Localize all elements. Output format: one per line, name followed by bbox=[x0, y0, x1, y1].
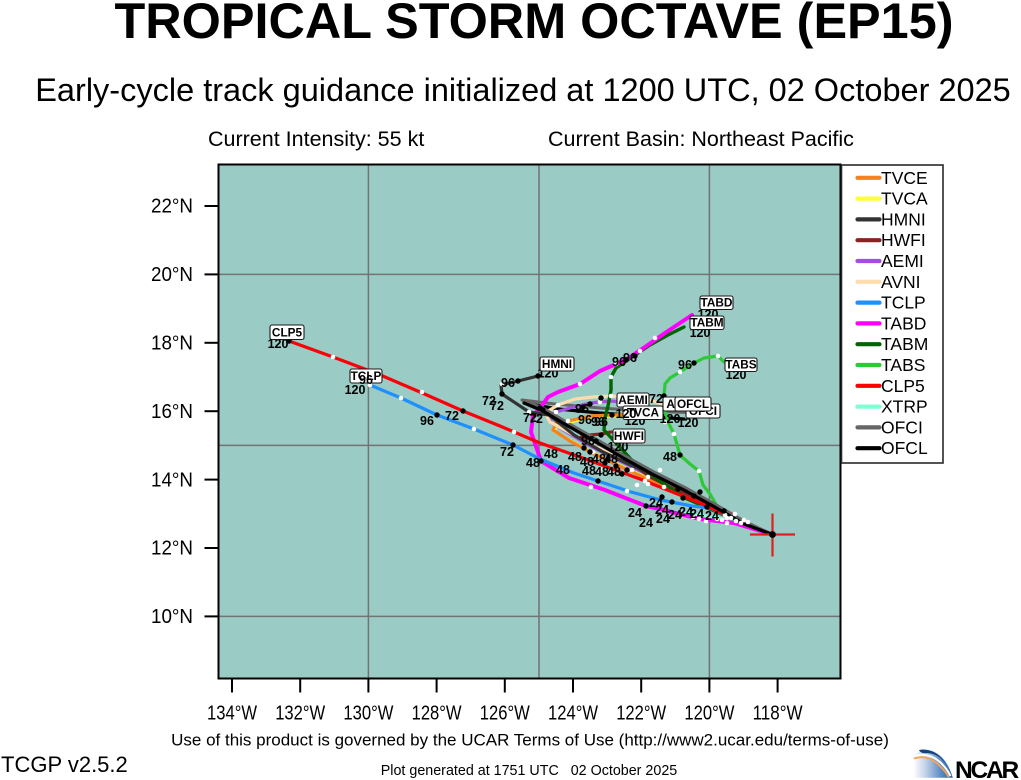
svg-text:24: 24 bbox=[668, 508, 682, 522]
svg-text:96: 96 bbox=[623, 351, 637, 365]
svg-text:TABS: TABS bbox=[881, 355, 925, 375]
svg-text:118°W: 118°W bbox=[753, 702, 804, 725]
svg-text:126°W: 126°W bbox=[480, 702, 531, 725]
svg-text:TCLP: TCLP bbox=[881, 293, 926, 313]
svg-text:24: 24 bbox=[628, 506, 642, 520]
svg-text:72: 72 bbox=[523, 411, 537, 425]
svg-text:96: 96 bbox=[420, 414, 434, 428]
svg-text:48: 48 bbox=[582, 464, 596, 478]
svg-text:72: 72 bbox=[482, 394, 496, 408]
svg-text:128°W: 128°W bbox=[412, 702, 463, 725]
svg-text:TVCE: TVCE bbox=[881, 168, 928, 188]
svg-text:120: 120 bbox=[616, 407, 637, 421]
svg-text:96: 96 bbox=[678, 358, 692, 372]
svg-text:AEMI: AEMI bbox=[618, 393, 648, 407]
svg-text:XTRP: XTRP bbox=[881, 397, 928, 417]
svg-text:72: 72 bbox=[490, 399, 504, 413]
svg-text:48: 48 bbox=[663, 450, 677, 464]
svg-text:Use of this product is governe: Use of this product is governed by the U… bbox=[171, 731, 889, 750]
svg-text:24: 24 bbox=[679, 505, 693, 519]
svg-text:CLP5: CLP5 bbox=[881, 376, 925, 396]
svg-text:96: 96 bbox=[612, 355, 626, 369]
svg-text:48: 48 bbox=[592, 452, 606, 466]
svg-text:HWFI: HWFI bbox=[614, 429, 644, 443]
svg-text:22°N: 22°N bbox=[151, 196, 193, 218]
svg-text:14°N: 14°N bbox=[151, 469, 193, 491]
svg-text:132°W: 132°W bbox=[275, 702, 326, 725]
svg-text:18°N: 18°N bbox=[151, 333, 193, 355]
svg-text:120°W: 120°W bbox=[684, 702, 735, 725]
svg-text:OFCI: OFCI bbox=[881, 417, 923, 437]
svg-text:Current Intensity: 55 kt: Current Intensity: 55 kt bbox=[208, 127, 424, 151]
svg-text:96: 96 bbox=[594, 415, 608, 429]
svg-text:130°W: 130°W bbox=[343, 702, 394, 725]
svg-text:24: 24 bbox=[639, 516, 653, 530]
svg-text:CLP5: CLP5 bbox=[272, 326, 303, 340]
svg-text:Early-cycle track guidance ini: Early-cycle track guidance initialized a… bbox=[35, 72, 1011, 108]
svg-text:72: 72 bbox=[445, 409, 459, 423]
svg-text:120: 120 bbox=[678, 416, 699, 430]
svg-text:96: 96 bbox=[501, 376, 515, 390]
svg-text:TVCA: TVCA bbox=[627, 406, 660, 420]
svg-text:48: 48 bbox=[580, 455, 594, 469]
svg-text:TABS: TABS bbox=[725, 358, 756, 372]
svg-text:120: 120 bbox=[345, 383, 366, 397]
svg-text:10°N: 10°N bbox=[151, 606, 193, 628]
svg-text:96: 96 bbox=[581, 434, 595, 448]
svg-text:48: 48 bbox=[607, 465, 621, 479]
svg-text:48: 48 bbox=[568, 450, 582, 464]
svg-text:96: 96 bbox=[591, 415, 605, 429]
svg-text:AVNI: AVNI bbox=[881, 272, 921, 292]
svg-text:48: 48 bbox=[526, 456, 540, 470]
svg-text:96: 96 bbox=[575, 402, 589, 416]
svg-text:TABM: TABM bbox=[881, 334, 928, 354]
svg-text:OFCL: OFCL bbox=[677, 397, 709, 411]
svg-text:24: 24 bbox=[655, 503, 669, 517]
svg-text:Current Basin: Northeast Pacif: Current Basin: Northeast Pacific bbox=[548, 127, 854, 151]
svg-text:NCAR: NCAR bbox=[955, 757, 1019, 780]
svg-text:72: 72 bbox=[500, 445, 514, 459]
svg-text:48: 48 bbox=[595, 465, 609, 479]
svg-text:TVCA: TVCA bbox=[881, 189, 928, 209]
svg-text:122°W: 122°W bbox=[616, 702, 667, 725]
svg-text:48: 48 bbox=[604, 452, 618, 466]
svg-text:TCLP: TCLP bbox=[351, 369, 382, 383]
svg-text:48: 48 bbox=[544, 447, 558, 461]
svg-text:24: 24 bbox=[656, 512, 670, 526]
svg-text:72: 72 bbox=[529, 412, 543, 426]
svg-text:Plot generated at 1751 UTC 0: Plot generated at 1751 UTC 02 October 20… bbox=[381, 763, 677, 779]
svg-text:124°W: 124°W bbox=[548, 702, 599, 725]
svg-text:12°N: 12°N bbox=[151, 538, 193, 560]
svg-text:24: 24 bbox=[705, 509, 719, 523]
svg-text:120: 120 bbox=[268, 337, 289, 351]
svg-text:134°W: 134°W bbox=[207, 702, 258, 725]
svg-text:TABM: TABM bbox=[690, 316, 723, 330]
svg-text:TABD: TABD bbox=[881, 313, 926, 333]
svg-text:HMNI: HMNI bbox=[881, 209, 926, 229]
svg-text:24: 24 bbox=[690, 507, 704, 521]
svg-text:AEMI: AEMI bbox=[881, 251, 924, 271]
svg-text:OFCL: OFCL bbox=[881, 438, 928, 458]
svg-text:24: 24 bbox=[649, 496, 663, 510]
svg-text:120: 120 bbox=[660, 412, 681, 426]
svg-text:TABD: TABD bbox=[701, 296, 733, 310]
svg-text:72: 72 bbox=[649, 392, 663, 406]
svg-text:20°N: 20°N bbox=[151, 264, 193, 286]
svg-text:HMNI: HMNI bbox=[542, 357, 572, 371]
svg-text:TCGP v2.5.2: TCGP v2.5.2 bbox=[1, 752, 128, 777]
svg-text:96: 96 bbox=[359, 373, 373, 387]
svg-text:16°N: 16°N bbox=[151, 401, 193, 423]
svg-text:48: 48 bbox=[556, 463, 570, 477]
svg-text:96: 96 bbox=[578, 413, 592, 427]
svg-text:TROPICAL STORM OCTAVE (EP15): TROPICAL STORM OCTAVE (EP15) bbox=[115, 0, 954, 49]
svg-text:HWFI: HWFI bbox=[881, 230, 926, 250]
